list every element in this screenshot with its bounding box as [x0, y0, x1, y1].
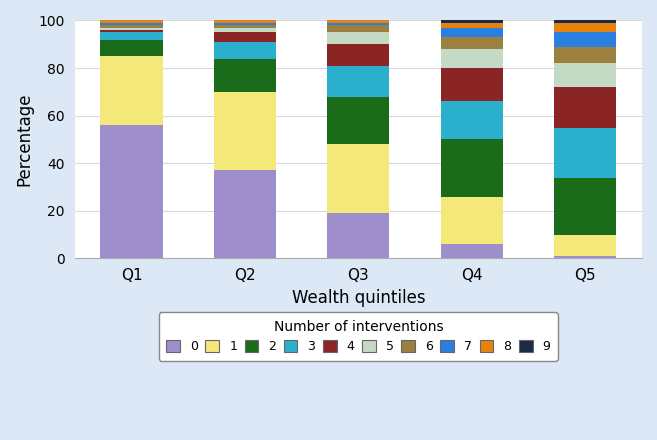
- Bar: [101, 23, 163, 25]
- Bar: [214, 28, 276, 33]
- Bar: [327, 44, 390, 66]
- Bar: [101, 28, 163, 30]
- Bar: [440, 197, 503, 244]
- Bar: [214, 92, 276, 170]
- Bar: [101, 125, 163, 258]
- Legend: 0, 1, 2, 3, 4, 5, 6, 7, 8, 9: 0, 1, 2, 3, 4, 5, 6, 7, 8, 9: [159, 312, 558, 361]
- Bar: [327, 25, 390, 33]
- Bar: [440, 101, 503, 139]
- Bar: [214, 25, 276, 28]
- Bar: [554, 21, 616, 23]
- Bar: [327, 66, 390, 97]
- Bar: [214, 170, 276, 258]
- Bar: [214, 21, 276, 23]
- Bar: [554, 33, 616, 47]
- Bar: [440, 23, 503, 28]
- Y-axis label: Percentage: Percentage: [15, 93, 33, 186]
- Bar: [554, 47, 616, 63]
- Bar: [327, 144, 390, 213]
- Bar: [554, 63, 616, 87]
- Bar: [554, 178, 616, 235]
- Bar: [440, 244, 503, 258]
- Bar: [554, 23, 616, 33]
- Bar: [327, 33, 390, 44]
- Bar: [214, 59, 276, 92]
- Bar: [101, 30, 163, 33]
- Bar: [101, 40, 163, 56]
- Bar: [327, 213, 390, 258]
- Bar: [440, 21, 503, 23]
- Bar: [101, 56, 163, 125]
- Bar: [101, 21, 163, 23]
- Bar: [214, 42, 276, 59]
- Bar: [440, 28, 503, 37]
- Bar: [440, 37, 503, 49]
- Bar: [327, 23, 390, 25]
- Bar: [214, 23, 276, 25]
- Bar: [440, 49, 503, 68]
- Bar: [214, 33, 276, 42]
- Bar: [101, 33, 163, 40]
- X-axis label: Wealth quintiles: Wealth quintiles: [292, 289, 425, 307]
- Bar: [327, 97, 390, 144]
- Bar: [554, 235, 616, 256]
- Bar: [101, 25, 163, 28]
- Bar: [327, 21, 390, 23]
- Bar: [554, 128, 616, 178]
- Bar: [440, 68, 503, 101]
- Bar: [554, 256, 616, 258]
- Bar: [440, 139, 503, 197]
- Bar: [554, 87, 616, 128]
